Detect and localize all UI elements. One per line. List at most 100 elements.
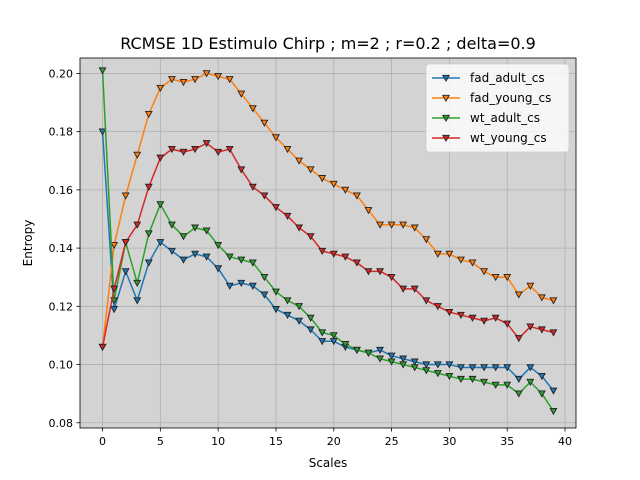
data-point [121,268,130,276]
data-point [445,373,454,381]
data-point [283,311,292,320]
data-point [376,221,384,229]
data-point [410,358,419,366]
data-point [422,297,431,305]
x-tick-label: 35 [500,435,514,448]
data-point [364,207,373,215]
data-point [456,311,465,320]
data-point [248,183,257,191]
legend-label: wt_young_cs [470,131,547,145]
data-point [98,128,107,136]
y-tick-label: 0.12 [49,300,74,313]
data-point [260,291,269,299]
data-point [376,355,384,363]
data-point [376,268,384,276]
data-point [248,105,257,113]
x-tick-label: 0 [99,435,106,448]
data-point [156,84,165,92]
data-point [549,387,558,395]
data-point [514,291,523,299]
data-point [549,407,558,416]
data-point [422,236,431,244]
chart-title: RCMSE 1D Estimulo Chirp ; m=2 ; r=0.2 ; … [120,34,536,53]
data-point [480,268,489,276]
data-point [237,90,246,98]
data-point [191,250,200,258]
data-point [537,326,546,334]
data-point [214,242,223,250]
data-point [191,224,200,232]
x-tick-label: 40 [558,435,572,448]
data-point [202,227,211,235]
data-point [468,259,477,267]
data-point [422,367,431,375]
plot-frame [79,57,577,429]
data-point [110,285,119,293]
data-point [503,381,512,389]
data-point [133,221,142,229]
data-point [341,340,350,349]
data-point [503,320,512,328]
data-point [410,224,419,232]
data-point [376,346,384,354]
data-point [179,78,188,87]
data-point [260,119,269,127]
data-point [387,358,396,366]
data-point [329,250,338,258]
data-point [237,256,246,264]
data-point [341,186,350,194]
data-point [491,381,500,389]
data-point [260,192,269,200]
series-wt_adult_cs [98,67,558,416]
legend-swatch-marker [442,134,450,142]
data-point [191,76,200,84]
series-line [101,142,554,348]
data-point [329,180,338,189]
series-line [101,70,555,412]
data-point [387,221,396,229]
data-point [491,274,500,282]
data-point [480,317,489,325]
data-point [295,317,304,325]
series-line [101,131,555,392]
data-point [364,349,373,357]
x-tick-label: 15 [269,435,283,448]
data-point [364,268,373,276]
data-point [445,361,454,369]
data-point [480,364,489,372]
series-fad_young_cs [98,70,558,352]
data-point [283,297,292,305]
x-axis-label: Scales [309,456,348,470]
data-point [272,306,280,314]
data-point [225,76,234,84]
data-point [295,224,304,232]
data-point [387,352,396,360]
data-point [352,192,361,200]
data-point [526,282,535,290]
legend-swatch-marker [442,94,450,102]
data-point [214,148,223,156]
y-tick-label: 0.08 [49,417,74,430]
data-point [306,233,315,241]
data-point [225,145,234,154]
data-point [537,294,546,302]
data-point [167,221,176,229]
data-point [272,134,280,142]
data-point [526,378,535,386]
data-point [121,192,130,200]
data-point [387,274,396,282]
data-point [352,259,361,267]
data-point [514,390,523,398]
data-point [433,250,442,258]
data-point [514,375,523,384]
data-point [295,157,304,165]
data-point [191,145,200,154]
data-point [248,259,257,267]
data-point [445,250,454,258]
data-point [537,390,546,398]
legend: fad_adult_cs fad_young_cs wt_adult_cs wt_yo… [425,63,570,153]
data-point [144,230,153,238]
data-point [283,212,292,221]
data-point [503,364,512,372]
